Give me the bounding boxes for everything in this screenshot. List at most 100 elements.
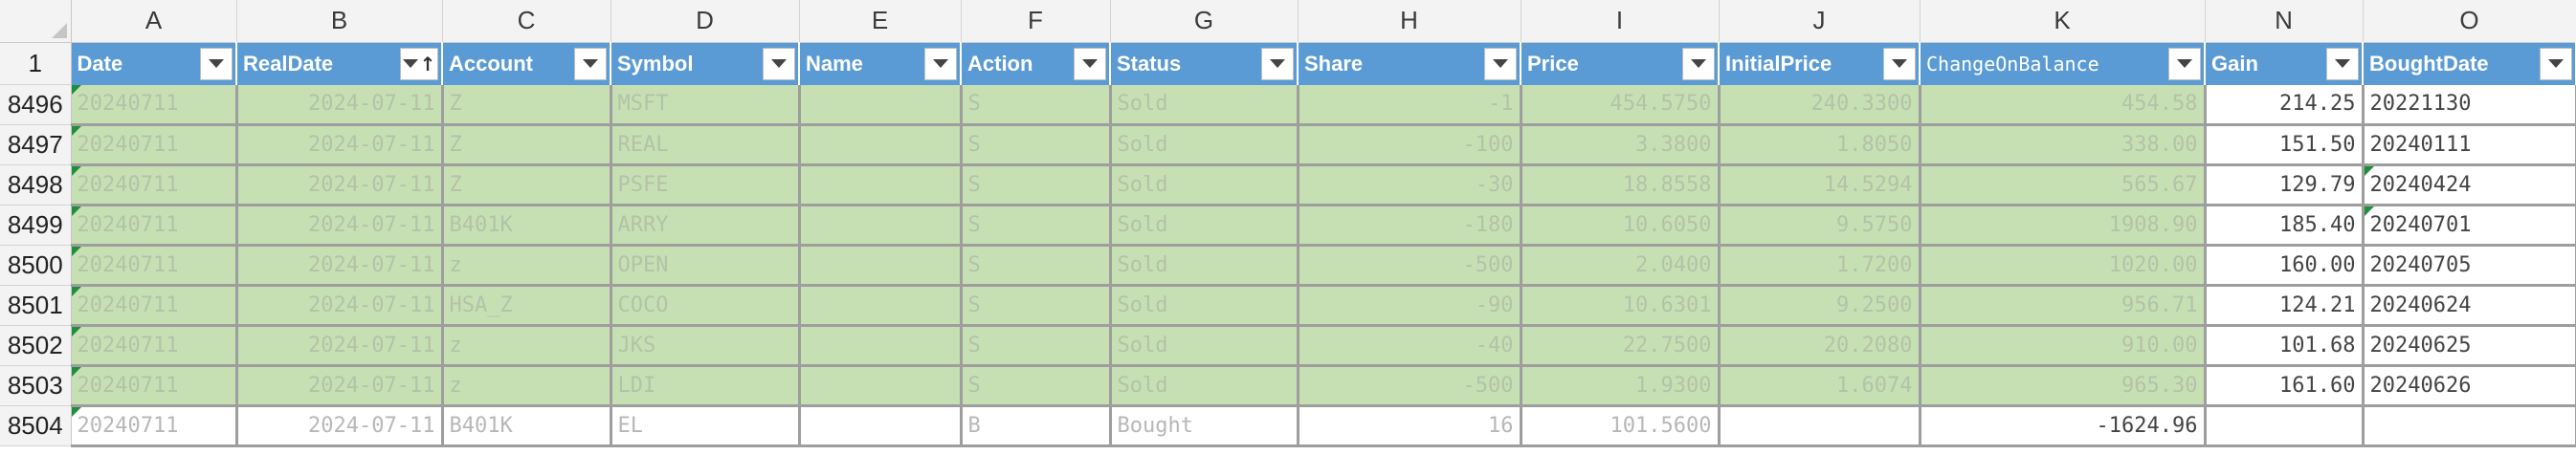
cell-price[interactable]: 18.8558 xyxy=(1521,164,1721,206)
cell-name[interactable] xyxy=(799,205,963,247)
cell-status[interactable]: Sold xyxy=(1110,365,1299,407)
cell-share[interactable]: -180 xyxy=(1298,205,1522,247)
cell-boughtdate[interactable] xyxy=(2363,405,2576,447)
cell-share[interactable]: -500 xyxy=(1298,365,1522,407)
cell-boughtdate[interactable]: 20240705 xyxy=(2363,245,2576,287)
cell-action[interactable]: S xyxy=(961,84,1112,126)
cell-gain[interactable]: 160.00 xyxy=(2205,245,2365,287)
cell-name[interactable] xyxy=(799,405,963,447)
filter-dropdown-button[interactable] xyxy=(2168,47,2201,80)
cell-initialprice[interactable]: 9.5750 xyxy=(1719,205,1921,247)
cell-initialprice[interactable]: 1.8050 xyxy=(1719,124,1921,166)
cell-action[interactable]: S xyxy=(961,365,1112,407)
cell-status[interactable]: Sold xyxy=(1110,164,1299,206)
cell-share[interactable]: -30 xyxy=(1298,164,1522,206)
column-letter-n[interactable]: N xyxy=(2205,0,2364,43)
row-number[interactable]: 8498 xyxy=(0,164,72,206)
cell-account[interactable]: Z xyxy=(442,124,612,166)
cell-initialprice[interactable]: 14.5294 xyxy=(1719,164,1921,206)
column-letter-f[interactable]: F xyxy=(961,0,1111,43)
cell-price[interactable]: 454.5750 xyxy=(1521,84,1721,126)
cell-initialprice[interactable]: 1.7200 xyxy=(1719,245,1921,287)
column-letter-d[interactable]: D xyxy=(611,0,800,43)
cell-price[interactable]: 10.6050 xyxy=(1521,205,1721,247)
column-letter-g[interactable]: G xyxy=(1110,0,1299,43)
filter-dropdown-button[interactable] xyxy=(574,47,607,80)
cell-date[interactable]: 20240711 xyxy=(71,164,238,206)
cell-gain[interactable]: 101.68 xyxy=(2205,325,2365,367)
cell-changeonbalance[interactable]: 565.67 xyxy=(1920,164,2207,206)
cell-action[interactable]: S xyxy=(961,325,1112,367)
cell-name[interactable] xyxy=(799,124,963,166)
cell-price[interactable]: 22.7500 xyxy=(1521,325,1721,367)
row-number[interactable]: 8503 xyxy=(0,365,72,406)
cell-realdate[interactable]: 2024-07-11 xyxy=(236,124,444,166)
column-letter-k[interactable]: K xyxy=(1920,0,2206,43)
cell-name[interactable] xyxy=(799,245,963,287)
cell-gain[interactable]: 124.21 xyxy=(2205,285,2365,327)
filter-dropdown-button[interactable] xyxy=(2540,47,2572,80)
filter-dropdown-button[interactable] xyxy=(1883,47,1916,80)
column-letter-h[interactable]: H xyxy=(1298,0,1521,43)
cell-gain[interactable]: 129.79 xyxy=(2205,164,2365,206)
cell-account[interactable]: z xyxy=(442,245,612,287)
cell-boughtdate[interactable]: 20240111 xyxy=(2363,124,2576,166)
cell-account[interactable]: Z xyxy=(442,164,612,206)
cell-share[interactable]: -1 xyxy=(1298,84,1522,126)
cell-account[interactable]: Z xyxy=(442,84,612,126)
cell-realdate[interactable]: 2024-07-11 xyxy=(236,325,444,367)
column-letter-o[interactable]: O xyxy=(2363,0,2576,43)
cell-changeonbalance[interactable]: 910.00 xyxy=(1920,325,2207,367)
cell-symbol[interactable]: EL xyxy=(611,405,801,447)
cell-realdate[interactable]: 2024-07-11 xyxy=(236,164,444,206)
cell-changeonbalance[interactable]: 1020.00 xyxy=(1920,245,2207,287)
cell-share[interactable]: -40 xyxy=(1298,325,1522,367)
cell-boughtdate[interactable]: 20240424 xyxy=(2363,164,2576,206)
row-number[interactable]: 8499 xyxy=(0,205,72,246)
cell-account[interactable]: HSA_Z xyxy=(442,285,612,327)
cell-share[interactable]: -500 xyxy=(1298,245,1522,287)
cell-date[interactable]: 20240711 xyxy=(71,325,238,367)
cell-changeonbalance[interactable]: 338.00 xyxy=(1920,124,2207,166)
cell-symbol[interactable]: OPEN xyxy=(611,245,801,287)
cell-realdate[interactable]: 2024-07-11 xyxy=(236,84,444,126)
column-letter-b[interactable]: B xyxy=(236,0,443,43)
cell-gain[interactable]: 214.25 xyxy=(2205,84,2365,126)
cell-name[interactable] xyxy=(799,164,963,206)
row-number[interactable]: 8500 xyxy=(0,245,72,286)
cell-boughtdate[interactable]: 20221130 xyxy=(2363,84,2576,126)
filter-dropdown-button[interactable] xyxy=(2326,47,2359,80)
cell-date[interactable]: 20240711 xyxy=(71,365,238,407)
cell-status[interactable]: Sold xyxy=(1110,285,1299,327)
cell-status[interactable]: Sold xyxy=(1110,84,1299,126)
row-number[interactable]: 8501 xyxy=(0,285,72,326)
row-number[interactable]: 1 xyxy=(0,42,72,85)
filter-dropdown-button[interactable] xyxy=(1261,47,1294,80)
cell-realdate[interactable]: 2024-07-11 xyxy=(236,365,444,407)
cell-date[interactable]: 20240711 xyxy=(71,124,238,166)
cell-date[interactable]: 20240711 xyxy=(71,84,238,126)
cell-changeonbalance[interactable]: 965.30 xyxy=(1920,365,2207,407)
cell-initialprice[interactable]: 240.3300 xyxy=(1719,84,1921,126)
cell-changeonbalance[interactable]: -1624.96 xyxy=(1920,405,2207,447)
cell-symbol[interactable]: COCO xyxy=(611,285,801,327)
cell-name[interactable] xyxy=(799,325,963,367)
cell-boughtdate[interactable]: 20240701 xyxy=(2363,205,2576,247)
cell-symbol[interactable]: MSFT xyxy=(611,84,801,126)
filter-dropdown-button[interactable] xyxy=(1074,47,1106,80)
cell-account[interactable]: B401K xyxy=(442,405,612,447)
cell-action[interactable]: S xyxy=(961,164,1112,206)
cell-gain[interactable] xyxy=(2205,405,2365,447)
cell-changeonbalance[interactable]: 454.58 xyxy=(1920,84,2207,126)
cell-boughtdate[interactable]: 20240626 xyxy=(2363,365,2576,407)
cell-price[interactable]: 101.5600 xyxy=(1521,405,1721,447)
cell-action[interactable]: S xyxy=(961,205,1112,247)
cell-date[interactable]: 20240711 xyxy=(71,405,238,447)
cell-initialprice[interactable]: 9.2500 xyxy=(1719,285,1921,327)
cell-action[interactable]: B xyxy=(961,405,1112,447)
cell-share[interactable]: 16 xyxy=(1298,405,1522,447)
cell-account[interactable]: z xyxy=(442,325,612,367)
cell-gain[interactable]: 185.40 xyxy=(2205,205,2365,247)
sort-filter-button[interactable]: ↑ xyxy=(400,47,438,80)
